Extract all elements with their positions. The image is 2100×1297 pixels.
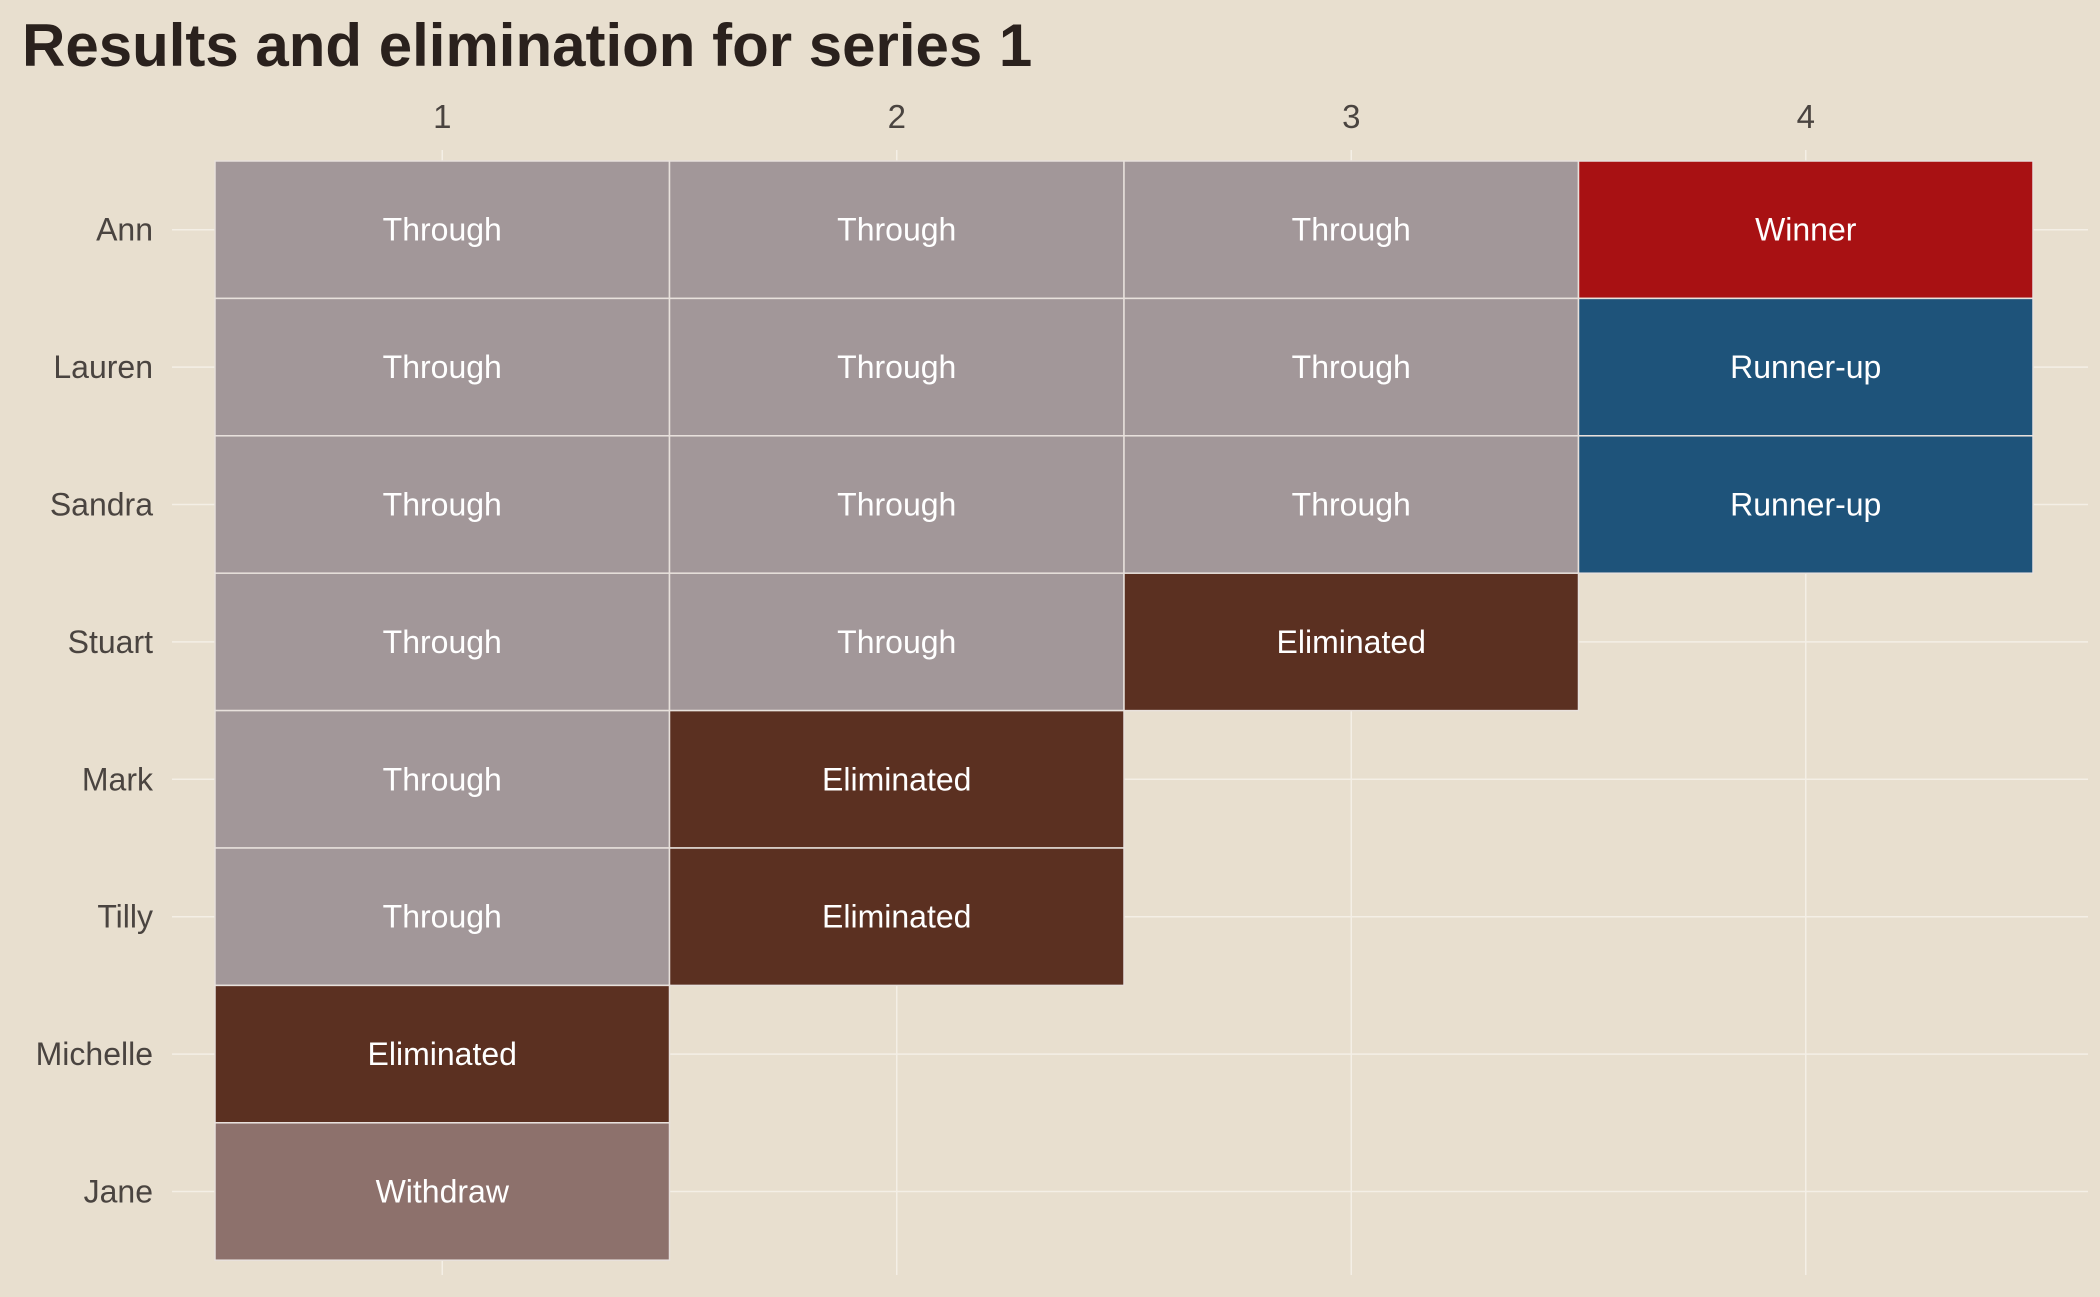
cell-runner-up — [1577, 297, 2034, 437]
cell-label-through: Through — [383, 624, 502, 660]
cell-label-through: Through — [1292, 212, 1411, 248]
cell-through — [214, 572, 671, 712]
cell-through — [214, 847, 671, 987]
chart-title: Results and elimination for series 1 — [22, 12, 1032, 79]
row-label-ann: Ann — [96, 212, 153, 248]
cell-through — [668, 572, 1125, 712]
row-label-mark: Mark — [82, 761, 154, 797]
cell-label-winner: Winner — [1755, 212, 1857, 248]
cell-label-through: Through — [837, 349, 956, 385]
column-label-1: 1 — [433, 98, 451, 135]
cell-label-eliminated: Eliminated — [1277, 624, 1426, 660]
cell-label-eliminated: Eliminated — [822, 761, 971, 797]
row-label-michelle: Michelle — [36, 1036, 153, 1072]
cell-through — [214, 160, 671, 300]
row-label-sandra: Sandra — [50, 487, 153, 523]
cells: Through Through Through Winner Through Throug… — [214, 160, 2034, 1261]
cell-label-through: Through — [383, 349, 502, 385]
cell-withdraw — [214, 1122, 671, 1261]
cell-through — [1123, 435, 1580, 574]
column-labels: 1 2 3 4 — [433, 98, 1815, 135]
cell-through — [1123, 160, 1580, 300]
cell-through — [668, 435, 1125, 574]
cell-eliminated — [214, 984, 671, 1124]
row-label-lauren: Lauren — [53, 349, 153, 385]
column-label-2: 2 — [888, 98, 906, 135]
cell-label-through: Through — [383, 212, 502, 248]
cell-through — [214, 297, 671, 437]
cell-through — [668, 160, 1125, 300]
cell-label-through: Through — [383, 761, 502, 797]
row-label-jane: Jane — [84, 1174, 153, 1210]
cell-label-through: Through — [837, 624, 956, 660]
cell-through — [214, 709, 671, 849]
cell-runner-up — [1577, 435, 2034, 574]
column-label-3: 3 — [1342, 98, 1360, 135]
cell-label-through: Through — [383, 899, 502, 935]
cell-label-through: Through — [1292, 487, 1411, 523]
cell-label-through: Through — [1292, 349, 1411, 385]
cell-label-runner-up: Runner-up — [1730, 487, 1881, 523]
column-label-4: 4 — [1797, 98, 1815, 135]
cell-through — [1123, 297, 1580, 437]
cell-eliminated — [1123, 572, 1580, 712]
cell-label-eliminated: Eliminated — [368, 1036, 517, 1072]
cell-winner — [1577, 160, 2034, 300]
cell-label-through: Through — [837, 487, 956, 523]
row-label-tilly: Tilly — [97, 899, 153, 935]
cell-label-through: Through — [383, 487, 502, 523]
cell-label-withdraw: Withdraw — [376, 1174, 510, 1210]
cell-label-eliminated: Eliminated — [822, 899, 971, 935]
cell-label-through: Through — [837, 212, 956, 248]
cell-label-runner-up: Runner-up — [1730, 349, 1881, 385]
row-labels: Ann Lauren Sandra Stuart Mark Tilly Michelle Ja… — [36, 212, 154, 1210]
cell-eliminated — [668, 709, 1125, 849]
row-label-stuart: Stuart — [68, 624, 153, 660]
cell-eliminated — [668, 847, 1125, 987]
cell-through — [214, 435, 671, 574]
